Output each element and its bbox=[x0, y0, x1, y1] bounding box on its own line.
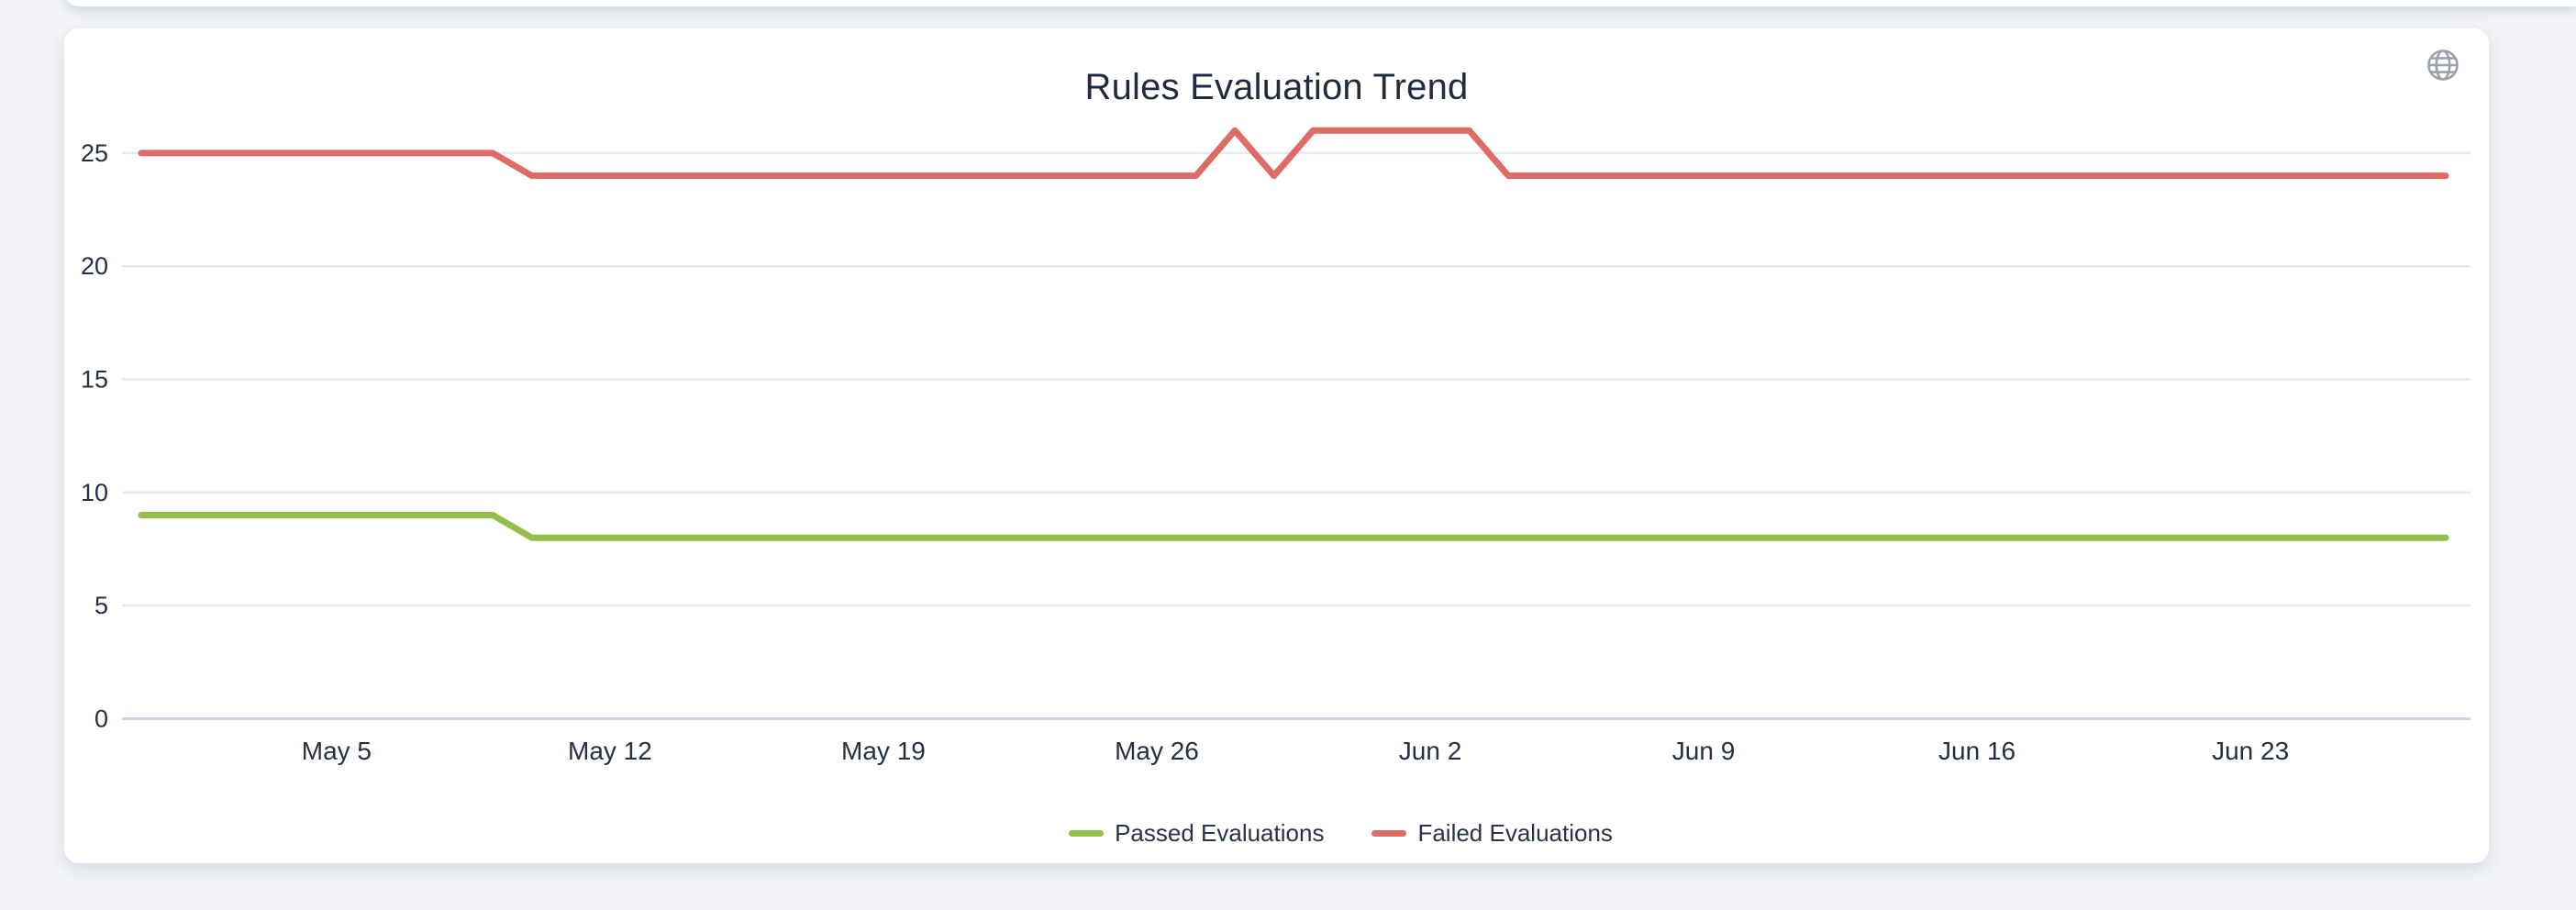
globe-icon-svg bbox=[2427, 50, 2459, 81]
chart-title: Rules Evaluation Trend bbox=[1084, 67, 1469, 107]
legend-item-failed-evaluations[interactable]: Failed Evaluations bbox=[1371, 819, 1613, 848]
legend-label: Failed Evaluations bbox=[1417, 819, 1613, 847]
chart-legend: Passed Evaluations Failed Evaluations bbox=[128, 819, 2553, 848]
rules-evaluation-trend-card: Rules Evaluation Trend Passed Evaluation… bbox=[64, 28, 2489, 863]
legend-line-marker-icon bbox=[1069, 830, 1105, 837]
legend-item-passed-evaluations[interactable]: Passed Evaluations bbox=[1069, 819, 1324, 848]
legend-label: Passed Evaluations bbox=[1115, 819, 1325, 847]
globe-icon[interactable] bbox=[2425, 47, 2461, 83]
legend-line-marker-icon bbox=[1371, 830, 1407, 837]
card-above-partial bbox=[64, 0, 2576, 6]
